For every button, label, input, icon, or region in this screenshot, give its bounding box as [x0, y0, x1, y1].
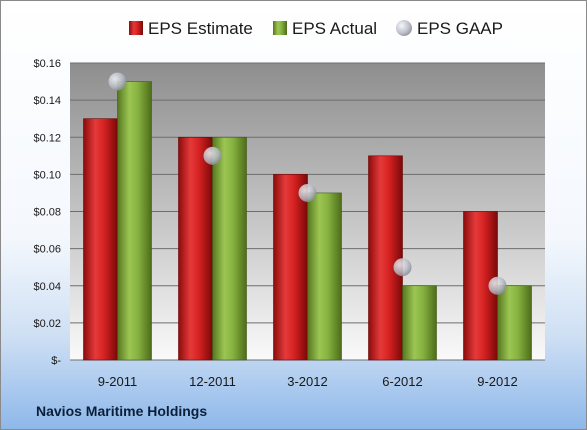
- y-tick-label: $0.02: [33, 318, 61, 330]
- gaap-marker-12-2011: [203, 146, 222, 165]
- gaap-markers: [108, 72, 507, 295]
- y-tick-label: $0.14: [33, 95, 61, 107]
- company-name: Navios Maritime Holdings: [36, 403, 208, 419]
- gaap-marker-3-2012: [298, 183, 317, 202]
- y-tick-label: $0.06: [33, 244, 61, 256]
- gaap-marker-6-2012: [393, 258, 412, 277]
- legend: EPS Estimate EPS Actual EPS GAAP: [129, 19, 503, 38]
- x-tick-label: 9-2012: [477, 374, 517, 389]
- x-tick-label: 3-2012: [287, 374, 327, 389]
- y-tick-label: $0.10: [33, 169, 61, 181]
- bar-estimate-12-2011: [178, 136, 213, 361]
- y-tick-label: $-: [51, 355, 61, 367]
- legend-label-estimate: EPS Estimate: [148, 19, 253, 38]
- bar-actual-9-2012: [497, 285, 532, 361]
- legend-swatch-actual: [273, 21, 287, 35]
- legend-swatch-estimate: [129, 21, 143, 35]
- bars: [83, 81, 532, 361]
- x-axis: 9-2011 12-2011 3-2012 6-2012 9-2012: [98, 374, 518, 389]
- y-tick-label: $0.12: [33, 132, 61, 144]
- bar-estimate-9-2011: [83, 118, 118, 361]
- bar-actual-3-2012: [307, 192, 342, 361]
- gaap-marker-9-2011: [108, 72, 127, 91]
- legend-marker-gaap: [396, 20, 412, 36]
- x-tick-label: 9-2011: [98, 374, 138, 389]
- bar-actual-6-2012: [402, 285, 437, 361]
- gaap-marker-9-2012: [488, 276, 507, 295]
- y-axis: $- $0.02 $0.04 $0.06 $0.08 $0.10 $0.12 $0.14 $0.…: [33, 58, 61, 367]
- x-tick-label: 12-2011: [189, 374, 236, 389]
- x-tick-label: 6-2012: [382, 374, 422, 389]
- y-tick-label: $0.04: [33, 281, 61, 293]
- bar-actual-12-2011: [212, 136, 247, 361]
- y-tick-label: $0.08: [33, 207, 61, 219]
- bar-actual-9-2011: [117, 81, 152, 361]
- bar-estimate-6-2012: [368, 155, 403, 361]
- legend-label-gaap: EPS GAAP: [417, 19, 503, 38]
- y-tick-label: $0.16: [33, 58, 61, 70]
- bar-estimate-3-2012: [273, 174, 308, 361]
- legend-label-actual: EPS Actual: [292, 19, 377, 38]
